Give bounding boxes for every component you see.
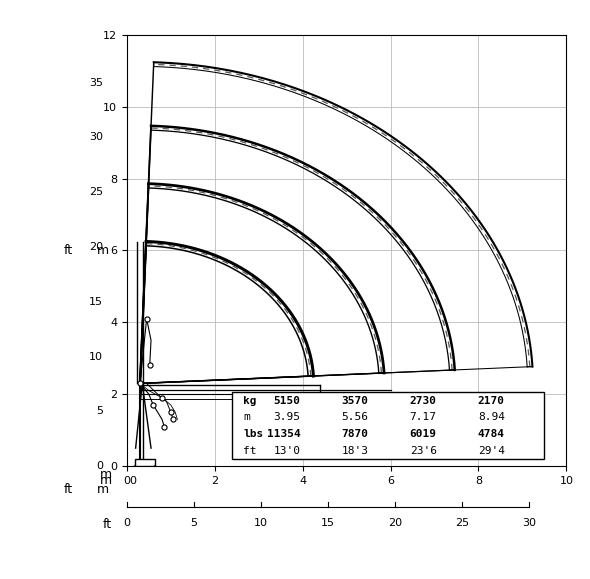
Text: 0: 0 [123,518,130,528]
Text: 13'0: 13'0 [274,446,300,456]
Text: 18'3: 18'3 [342,446,369,456]
Text: 3.95: 3.95 [274,412,300,422]
Text: 30: 30 [89,133,103,142]
Text: 6019: 6019 [409,429,437,439]
Text: 25: 25 [89,187,103,197]
Text: 20: 20 [89,242,103,252]
Text: 15: 15 [321,518,335,528]
Text: 8.94: 8.94 [478,412,505,422]
Text: 23'6: 23'6 [409,446,437,456]
Text: 7.17: 7.17 [409,412,437,422]
Text: 5.56: 5.56 [342,412,369,422]
Text: 3570: 3570 [342,395,369,406]
Text: ft: ft [103,518,112,531]
Text: 4784: 4784 [478,429,505,439]
Text: 35: 35 [89,78,103,87]
Text: 2730: 2730 [409,395,437,406]
Text: lbs: lbs [243,429,264,439]
Text: 30: 30 [522,518,536,528]
Text: m: m [243,412,250,422]
Text: m: m [100,474,112,487]
Text: m: m [100,468,112,481]
Text: 20: 20 [388,518,402,528]
Text: ft: ft [243,446,257,456]
Text: 2170: 2170 [478,395,505,406]
Text: 11354: 11354 [267,429,300,439]
Text: 29'4: 29'4 [478,446,505,456]
Text: 10: 10 [89,351,103,361]
Text: 7870: 7870 [342,429,369,439]
Text: 10: 10 [254,518,268,528]
Bar [232,393,545,459]
Text: 0: 0 [96,461,103,471]
Text: m: m [97,483,109,496]
Text: 15: 15 [89,297,103,307]
Text: m: m [97,244,109,257]
Text: 5: 5 [96,406,103,416]
Text: kg: kg [243,395,257,406]
Text: ft: ft [63,483,73,496]
Text: 25: 25 [455,518,469,528]
Text: 5150: 5150 [274,395,300,406]
Text: 0: 0 [129,475,136,486]
Text: ft: ft [63,244,73,257]
Text: 5: 5 [191,518,197,528]
Bar [135,459,155,466]
